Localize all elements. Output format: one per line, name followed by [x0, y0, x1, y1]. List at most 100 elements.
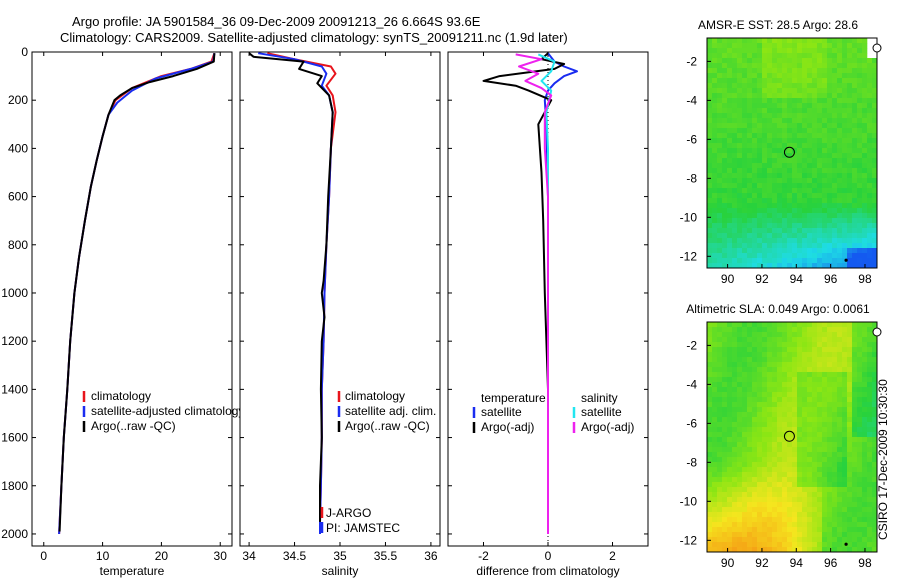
heatmap-cell [857, 183, 863, 189]
heatmap-cell [762, 542, 768, 548]
heatmap-cell [727, 427, 733, 433]
heatmap-cell [727, 213, 733, 219]
heatmap-cell [742, 532, 748, 538]
heatmap-cell [757, 322, 763, 328]
heatmap-cell [772, 83, 778, 89]
heatmap-cell [817, 228, 823, 234]
principal-investigator-annotation: PI: JAMSTEC [326, 521, 400, 535]
heatmap-cell [737, 58, 743, 64]
heatmap-cell [737, 432, 743, 438]
heatmap-cell [782, 412, 788, 418]
heatmap-cell [822, 542, 828, 548]
heatmap-cell [772, 522, 778, 528]
heatmap-cell [807, 128, 813, 134]
heatmap-cell [832, 233, 838, 239]
heatmap-cell [747, 78, 753, 84]
heatmap-cell [742, 332, 748, 338]
heatmap-cell [752, 73, 758, 79]
map-title: AMSR-E SST: 28.5 Argo: 28.6 [698, 18, 858, 32]
heatmap-cell [847, 342, 853, 348]
heatmap-cell [757, 138, 763, 144]
heatmap-cell [792, 327, 798, 333]
heatmap-cell [867, 113, 873, 119]
heatmap-cell [862, 542, 868, 548]
heatmap-cell [827, 432, 833, 438]
heatmap-cell [842, 417, 848, 423]
heatmap-cell [842, 243, 848, 249]
heatmap-cell [747, 472, 753, 478]
heatmap-cell [732, 198, 738, 204]
heatmap-cell [747, 258, 753, 264]
heatmap-cell [762, 502, 768, 508]
heatmap-cell [797, 93, 803, 99]
heatmap-cell [817, 148, 823, 154]
heatmap-cell [862, 58, 868, 64]
heatmap-cell [832, 178, 838, 184]
heatmap-cell [797, 108, 803, 114]
heatmap-cell [817, 223, 823, 229]
heatmap-cell [787, 238, 793, 244]
heatmap-cell [792, 173, 798, 179]
heatmap-cell [852, 357, 858, 363]
heatmap-cell [812, 238, 818, 244]
heatmap-cell [722, 183, 728, 189]
heatmap-cell [812, 337, 818, 343]
heatmap-cell [807, 532, 813, 538]
heatmap-cell [732, 248, 738, 254]
heatmap-cell [717, 517, 723, 523]
heatmap-cell [772, 113, 778, 119]
heatmap-cell [752, 198, 758, 204]
heatmap-cell [712, 53, 718, 59]
heatmap-cell [707, 48, 713, 54]
heatmap-cell [707, 38, 713, 44]
heatmap-cell [842, 128, 848, 134]
heatmap-cell [842, 163, 848, 169]
heatmap-cell [792, 153, 798, 159]
heatmap-cell [802, 492, 808, 498]
heatmap-cell [842, 327, 848, 333]
heatmap-cell [742, 93, 748, 99]
heatmap-cell [712, 512, 718, 518]
heatmap-cell [797, 188, 803, 194]
heatmap-cell [857, 253, 863, 259]
heatmap-cell [872, 128, 878, 134]
heatmap-cell [802, 173, 808, 179]
heatmap-cell [777, 73, 783, 79]
heatmap-cell [837, 402, 843, 408]
heatmap-cell [757, 178, 763, 184]
heatmap-cell [862, 442, 868, 448]
heatmap-cell [832, 387, 838, 393]
heatmap-cell [722, 477, 728, 483]
heatmap-cell [832, 457, 838, 463]
heatmap-cell [722, 258, 728, 264]
heatmap-cell [782, 228, 788, 234]
heatmap-cell [812, 487, 818, 493]
heatmap-cell [752, 417, 758, 423]
heatmap-cell [737, 73, 743, 79]
heatmap-cell [732, 113, 738, 119]
heatmap-cell [832, 138, 838, 144]
heatmap-cell [752, 432, 758, 438]
heatmap-cell [707, 422, 713, 428]
heatmap-cell [797, 68, 803, 74]
heatmap-cell [862, 392, 868, 398]
heatmap-cell [727, 432, 733, 438]
heatmap-cell [707, 542, 713, 548]
heatmap-cell [727, 372, 733, 378]
heatmap-cell [812, 387, 818, 393]
heatmap-cell [757, 203, 763, 209]
heatmap-cell [777, 188, 783, 194]
heatmap-cell [782, 402, 788, 408]
heatmap-cell [842, 58, 848, 64]
heatmap-cell [802, 427, 808, 433]
heatmap-cell [802, 352, 808, 358]
heatmap-cell [707, 183, 713, 189]
heatmap-cell [837, 158, 843, 164]
heatmap-cell [837, 173, 843, 179]
heatmap-cell [852, 497, 858, 503]
heatmap-cell [812, 392, 818, 398]
heatmap-cell [767, 83, 773, 89]
heatmap-cell [707, 522, 713, 528]
heatmap-cell [727, 258, 733, 264]
heatmap-cell [867, 168, 873, 174]
